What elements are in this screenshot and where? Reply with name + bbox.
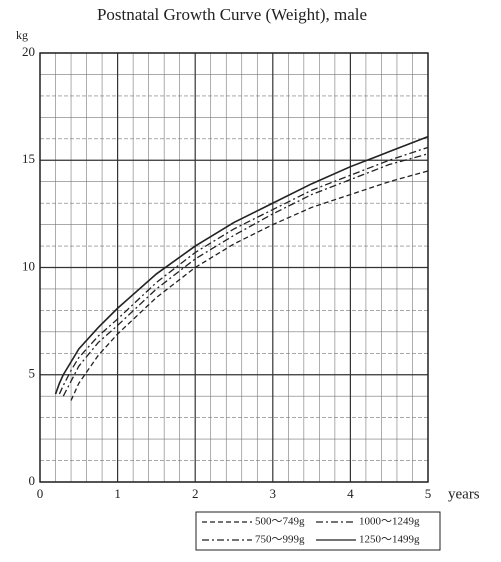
legend-label: 1000〜1249g [359, 516, 420, 528]
y-tick-label: 15 [22, 151, 35, 166]
legend-box [195, 511, 441, 551]
y-axis-label: kg [16, 28, 28, 42]
x-tick-label: 2 [192, 486, 199, 501]
legend-label: 500〜749g [255, 516, 305, 528]
x-tick-label: 0 [37, 486, 44, 501]
x-tick-label: 1 [114, 486, 121, 501]
y-tick-label: 0 [29, 473, 36, 488]
series-line [58, 146, 429, 395]
x-tick-label: 4 [347, 486, 354, 501]
plot-border [39, 52, 429, 483]
y-tick-label: 5 [29, 366, 36, 381]
series-line [70, 170, 429, 401]
y-tick-label: 10 [22, 258, 35, 273]
legend-label: 750〜999g [255, 534, 305, 546]
legend-label: 1250〜1499g [359, 534, 420, 546]
x-axis-label: years [448, 486, 480, 502]
y-tick-label: 20 [22, 44, 35, 59]
x-tick-label: 3 [270, 486, 277, 501]
series-line [62, 153, 429, 397]
chart-title: Postnatal Growth Curve (Weight), male [97, 5, 367, 24]
series-line [54, 135, 429, 395]
x-tick-label: 5 [425, 486, 432, 501]
